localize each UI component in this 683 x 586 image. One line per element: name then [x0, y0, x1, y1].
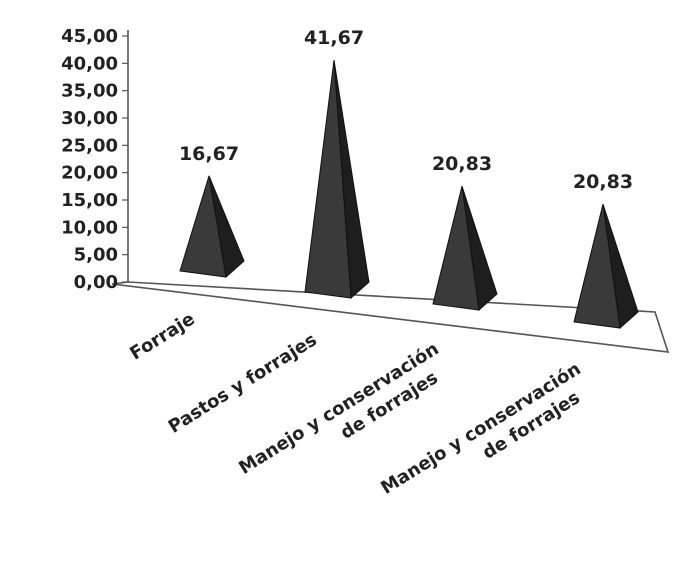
pyramid-bar [573, 203, 639, 329]
data-label: 41,67 [304, 27, 364, 49]
y-tick-label: 35,00 [61, 81, 118, 102]
data-labels: 16,67 41,67 20,83 20,83 [179, 27, 633, 193]
y-tick-label: 0,00 [74, 272, 118, 293]
pyramid-face-front [432, 186, 480, 311]
y-tick-label: 10,00 [61, 217, 118, 238]
pyramid-face-front [573, 204, 621, 329]
pyramid-bar [179, 175, 245, 278]
category-label-line: Forraje [126, 308, 198, 364]
category-label-line: Manejo y conservación [377, 358, 584, 498]
y-tick-label: 5,00 [74, 245, 118, 266]
chart-axes [111, 30, 670, 353]
category-label: Forraje [126, 308, 198, 364]
chart-bars [179, 60, 639, 329]
data-label: 16,67 [179, 143, 239, 165]
y-axis-ticks: 0,00 5,00 10,00 15,00 20,00 25,00 30,00 35,00 40… [61, 26, 128, 293]
data-label: 20,83 [573, 171, 633, 193]
y-tick-label: 15,00 [61, 190, 118, 211]
floor-plane [111, 281, 670, 353]
data-label: 20,83 [432, 153, 492, 175]
pyramid-bar [304, 60, 370, 300]
y-tick-label: 45,00 [61, 26, 118, 47]
y-tick-label: 25,00 [61, 135, 118, 156]
pyramid-face-front [304, 60, 352, 299]
pyramid-face-front [179, 175, 227, 278]
y-tick-label: 40,00 [61, 53, 118, 74]
pyramid-bar [432, 185, 498, 311]
y-tick-label: 20,00 [61, 163, 118, 184]
y-tick-label: 30,00 [61, 108, 118, 129]
